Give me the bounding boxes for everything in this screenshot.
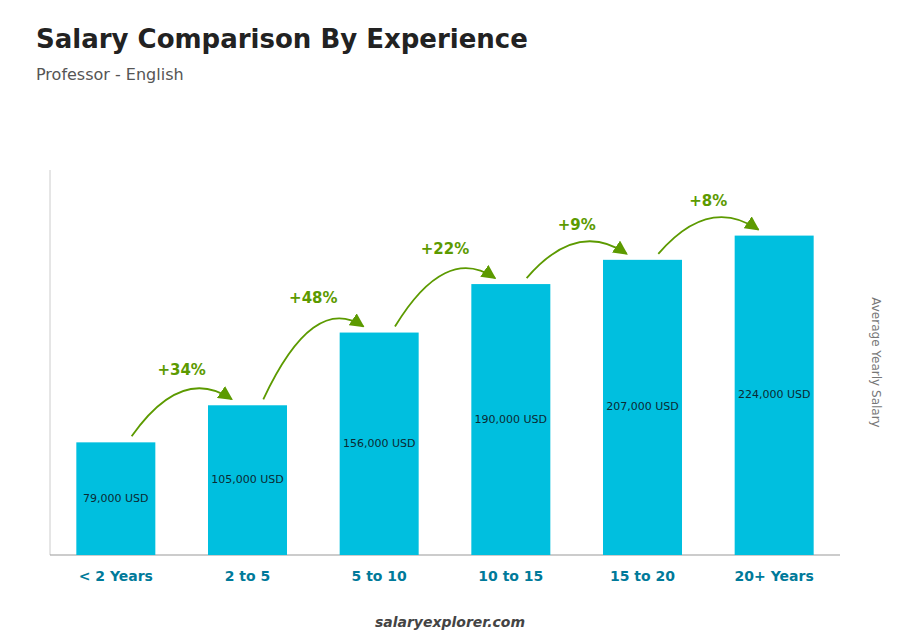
value-label: 190,000 USD <box>475 413 548 426</box>
chart-root: Salary Comparison By Experience Professor… <box>0 0 900 641</box>
x-tick-label: 5 to 10 <box>352 568 408 584</box>
value-label: 79,000 USD <box>83 492 149 505</box>
bar <box>76 442 155 555</box>
change-arrow <box>395 268 495 326</box>
x-tick-label: 15 to 20 <box>610 568 675 584</box>
title: Salary Comparison By Experience <box>36 24 528 54</box>
change-arrow <box>132 388 232 436</box>
bar <box>471 284 550 555</box>
bar <box>735 236 814 555</box>
value-label: 156,000 USD <box>343 437 416 450</box>
value-label: 224,000 USD <box>738 388 811 401</box>
annotation: +9% <box>558 216 596 234</box>
annotation: +22% <box>421 240 469 258</box>
value-label: 105,000 USD <box>211 473 284 486</box>
watermark: salaryexplorer.com <box>375 614 525 630</box>
y-axis-line <box>50 170 51 555</box>
x-tick-label: 20+ Years <box>735 568 814 584</box>
bar <box>208 405 287 555</box>
change-arrow <box>527 241 627 278</box>
annotation: +48% <box>289 289 337 307</box>
annotation: +8% <box>689 192 727 210</box>
bars <box>76 236 813 555</box>
subtitle: Professor - English <box>36 65 184 84</box>
x-axis-line <box>50 555 840 556</box>
change-arrow <box>263 318 363 399</box>
bar <box>340 333 419 555</box>
annotation: +34% <box>157 361 205 379</box>
bar <box>603 260 682 555</box>
x-tick-label: < 2 Years <box>79 568 153 584</box>
chart-svg: Salary Comparison By Experience Professor… <box>0 0 900 641</box>
value-label: 207,000 USD <box>606 400 679 413</box>
x-tick-label: 2 to 5 <box>225 568 271 584</box>
change-arrow <box>658 217 758 254</box>
x-tick-label: 10 to 15 <box>478 568 543 584</box>
y-axis-label: Average Yearly Salary <box>869 297 883 427</box>
